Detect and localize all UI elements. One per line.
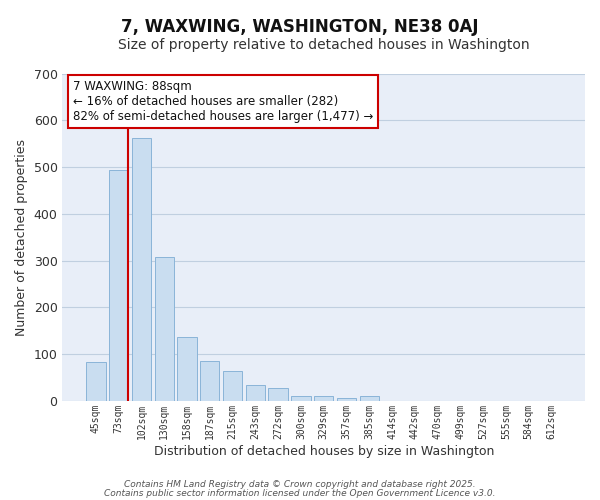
Bar xyxy=(314,396,334,401)
Bar xyxy=(155,257,174,401)
X-axis label: Distribution of detached houses by size in Washington: Distribution of detached houses by size … xyxy=(154,444,494,458)
Bar xyxy=(200,361,220,401)
Bar xyxy=(291,396,311,401)
Bar xyxy=(359,396,379,401)
Text: Contains HM Land Registry data © Crown copyright and database right 2025.: Contains HM Land Registry data © Crown c… xyxy=(124,480,476,489)
Bar xyxy=(223,372,242,401)
Bar xyxy=(86,362,106,401)
Bar xyxy=(132,138,151,401)
Text: Contains public sector information licensed under the Open Government Licence v3: Contains public sector information licen… xyxy=(104,488,496,498)
Text: 7, WAXWING, WASHINGTON, NE38 0AJ: 7, WAXWING, WASHINGTON, NE38 0AJ xyxy=(121,18,479,36)
Text: 7 WAXWING: 88sqm
← 16% of detached houses are smaller (282)
82% of semi-detached: 7 WAXWING: 88sqm ← 16% of detached house… xyxy=(73,80,373,123)
Bar xyxy=(178,337,197,401)
Y-axis label: Number of detached properties: Number of detached properties xyxy=(15,138,28,336)
Title: Size of property relative to detached houses in Washington: Size of property relative to detached ho… xyxy=(118,38,530,52)
Bar xyxy=(245,384,265,401)
Bar xyxy=(268,388,288,401)
Bar xyxy=(337,398,356,401)
Bar xyxy=(109,170,128,401)
